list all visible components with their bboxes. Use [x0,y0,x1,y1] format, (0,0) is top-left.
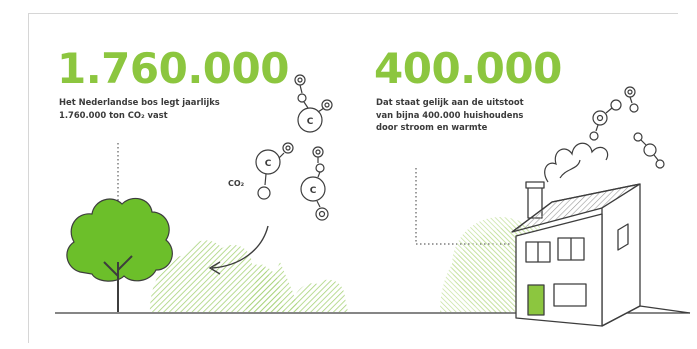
frame-top-line [28,13,678,14]
stat-number-left: 1.760.000 [57,44,289,93]
atom-letter: C [310,186,317,196]
caption-line: 1.760.000 ton CO₂ vast [59,109,168,120]
stat-caption-right: Dat staat gelijk aan de uitstoot van bij… [376,96,524,134]
atom-letter: C [307,117,314,127]
atom-letter: C [265,159,272,169]
caption-line: van bijna 400.000 huishoudens [376,109,524,120]
dotted-leader-right [415,168,510,245]
hatched-shrubs [150,217,548,313]
co2-label: CO₂ [228,179,245,188]
frame-left-line [28,13,29,343]
caption-line: door stroom en warmte [376,122,488,132]
house-icon [511,181,691,327]
caption-line: Het Nederlandse bos legt jaarlijks [59,97,220,107]
caption-line: Dat staat gelijk aan de uitstoot [376,97,524,107]
stat-number-right: 400.000 [374,44,562,93]
arrow-icon [208,225,269,275]
smoke-icon [544,86,665,183]
tree-icon [66,197,173,312]
co2-molecule-icon [255,74,333,221]
stat-caption-left: Het Nederlandse bos legt jaarlijks 1.760… [59,96,220,121]
